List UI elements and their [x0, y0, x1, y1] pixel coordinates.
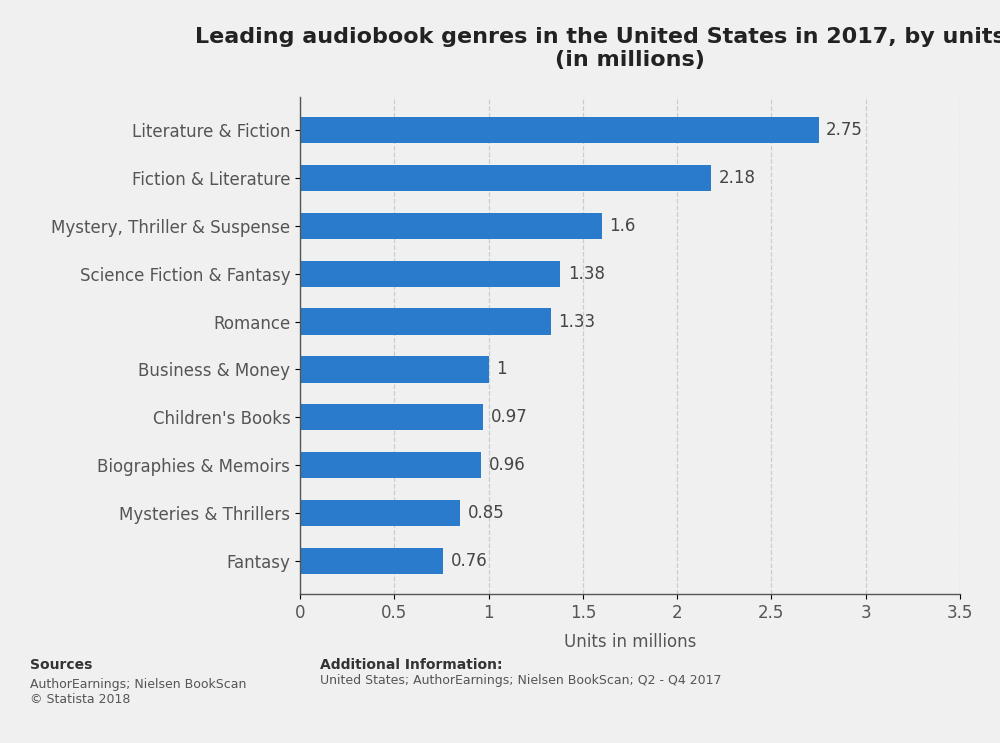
- Bar: [300, 165, 711, 191]
- Bar: [300, 356, 489, 383]
- Bar: [300, 500, 460, 526]
- Text: 1.6: 1.6: [609, 217, 636, 235]
- Bar: [300, 548, 443, 574]
- Title: Leading audiobook genres in the United States in 2017, by units sold
(in million: Leading audiobook genres in the United S…: [195, 27, 1000, 70]
- Text: 0.85: 0.85: [468, 504, 505, 522]
- Text: United States; AuthorEarnings; Nielsen BookScan; Q2 - Q4 2017: United States; AuthorEarnings; Nielsen B…: [320, 674, 722, 687]
- Text: 0.76: 0.76: [451, 552, 488, 570]
- Text: 1.33: 1.33: [558, 313, 595, 331]
- Bar: [300, 452, 481, 478]
- Text: 2.75: 2.75: [826, 121, 863, 139]
- Text: AuthorEarnings; Nielsen BookScan
© Statista 2018: AuthorEarnings; Nielsen BookScan © Stati…: [30, 678, 246, 706]
- Text: Additional Information:: Additional Information:: [320, 658, 503, 672]
- Text: 1.38: 1.38: [568, 265, 605, 282]
- Text: 2.18: 2.18: [719, 169, 756, 187]
- Text: 0.97: 0.97: [490, 409, 527, 426]
- Text: 1: 1: [496, 360, 507, 378]
- Bar: [300, 261, 560, 287]
- Text: 0.96: 0.96: [489, 456, 525, 474]
- Bar: [300, 212, 602, 239]
- Bar: [300, 117, 819, 143]
- Bar: [300, 404, 483, 430]
- X-axis label: Units in millions: Units in millions: [564, 633, 696, 651]
- Text: Sources: Sources: [30, 658, 92, 672]
- Bar: [300, 308, 551, 335]
